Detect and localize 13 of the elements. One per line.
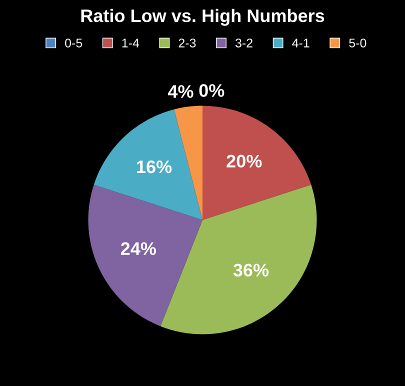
data-label: 4% — [168, 85, 194, 98]
legend-label: 0-5 — [65, 38, 82, 48]
text: 0% — [199, 84, 224, 97]
chart-title: Ratio Low vs. High Numbers — [81, 8, 324, 26]
legend-label: 2-3 — [178, 38, 196, 48]
legend-label: 4-1 — [292, 38, 310, 48]
data-label: 16% — [137, 160, 172, 174]
legend-label: 1-4 — [122, 38, 140, 48]
legend-label: 5-0 — [349, 38, 366, 48]
legend-label: 3-2 — [235, 38, 252, 48]
data-label: 20% — [226, 154, 262, 168]
data-label: 36% — [233, 264, 269, 277]
data-label: 24% — [120, 242, 156, 255]
